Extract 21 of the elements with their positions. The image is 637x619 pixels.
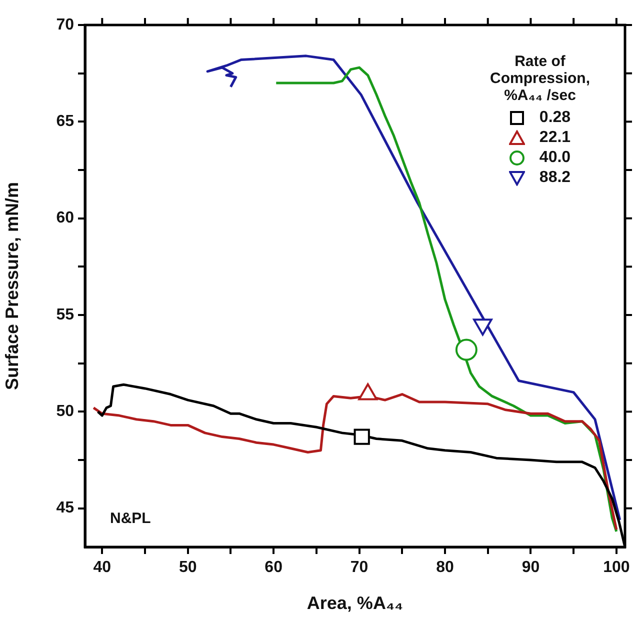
y-tick-label: 55: [56, 306, 74, 324]
x-tick-label: 60: [264, 559, 283, 576]
x-tick-label: 90: [522, 559, 540, 576]
y-tick-label: 60: [56, 210, 74, 227]
legend-label: 88.2: [539, 169, 571, 187]
legend-label: 0.28: [539, 109, 571, 127]
x-tick-label: 40: [93, 559, 112, 576]
y-tick-label: 50: [56, 403, 74, 420]
x-tick-label: 50: [178, 559, 197, 576]
x-tick-label: 70: [350, 559, 368, 576]
legend-title: Rate of Compression, %A₄₄ /sec: [488, 53, 592, 104]
legend-label: 40.0: [539, 149, 571, 167]
y-tick-label: 45: [56, 500, 74, 517]
x-axis-title: Area, %A₄₄: [306, 593, 404, 614]
annotation: N&PL: [110, 510, 151, 528]
y-tick-label: 65: [56, 113, 74, 130]
x-tick-label: 100: [603, 559, 630, 576]
y-axis-title: Surface Pressure, mN/m: [2, 182, 22, 390]
y-tick-label: 70: [56, 16, 74, 34]
legend-label: 22.1: [539, 129, 571, 147]
x-tick-label: 80: [436, 559, 454, 576]
